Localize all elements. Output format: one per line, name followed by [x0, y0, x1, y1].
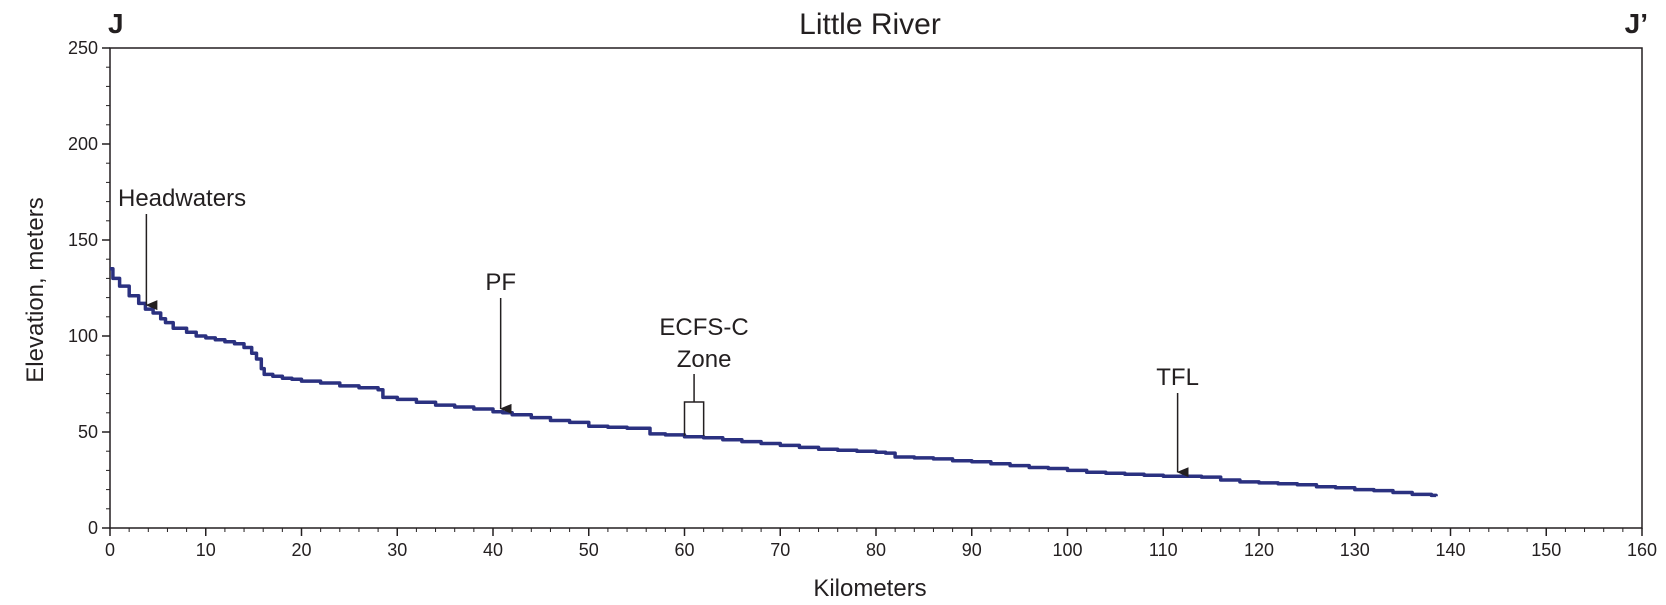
x-tick-label-9: 90: [962, 540, 982, 560]
y-minor-ticks: [106, 66, 110, 510]
x-tick-label-4: 40: [483, 540, 503, 560]
y-axis-title: Elevation, meters: [22, 197, 49, 382]
x-tick-label-16: 160: [1627, 540, 1657, 560]
series-line-0: [110, 267, 1438, 498]
y-tick-label-5: 250: [68, 38, 98, 58]
x-tick-label-15: 150: [1531, 540, 1561, 560]
annotations-group: Headwaters PF ECFS-C Zone TFL: [118, 185, 1199, 478]
x-tick-label-14: 140: [1435, 540, 1465, 560]
x-tick-label-12: 120: [1244, 540, 1274, 560]
corner-label-left: J: [108, 8, 124, 39]
x-tick-label-3: 30: [387, 540, 407, 560]
annotation-pf-label: PF: [485, 269, 516, 296]
x-tick-label-13: 130: [1340, 540, 1370, 560]
y-axis: 0 50 100 150 200 250: [68, 38, 110, 538]
x-tick-label-7: 70: [770, 540, 790, 560]
x-tick-label-1: 10: [196, 540, 216, 560]
chart-title: Little River: [799, 8, 941, 41]
x-tick-label-6: 60: [674, 540, 694, 560]
x-tick-label-2: 20: [291, 540, 311, 560]
x-tick-label-5: 50: [579, 540, 599, 560]
y-tick-label-2: 100: [68, 326, 98, 346]
x-tick-label-8: 80: [866, 540, 886, 560]
x-axis-title: Kilometers: [813, 575, 926, 602]
plot-frame: [109, 47, 1643, 529]
y-tick-label-3: 150: [68, 230, 98, 250]
annotation-headwaters-label: Headwaters: [118, 185, 246, 212]
x-minor-ticks: [128, 528, 1624, 532]
corner-label-right: J’: [1625, 8, 1648, 39]
annotation-ecfs-bracket: [683, 401, 705, 436]
y-tick-label-4: 200: [68, 134, 98, 154]
x-tick-label-11: 110: [1149, 540, 1178, 560]
annotation-ecfs-label-1: Zone: [677, 346, 732, 373]
y-tick-label-1: 50: [78, 422, 98, 442]
series-group: [110, 267, 1438, 498]
annotation-tfl-label: TFL: [1156, 364, 1199, 391]
x-tick-label-10: 100: [1052, 540, 1082, 560]
x-tick-label-0: 0: [105, 540, 115, 560]
x-axis: 0 10 20 30 40 50 60 70 80 90 100 110 120 130 140 150 160: [105, 528, 1657, 560]
annotation-ecfs-label-0: ECFS-C: [659, 314, 748, 341]
y-tick-label-0: 0: [88, 518, 98, 538]
